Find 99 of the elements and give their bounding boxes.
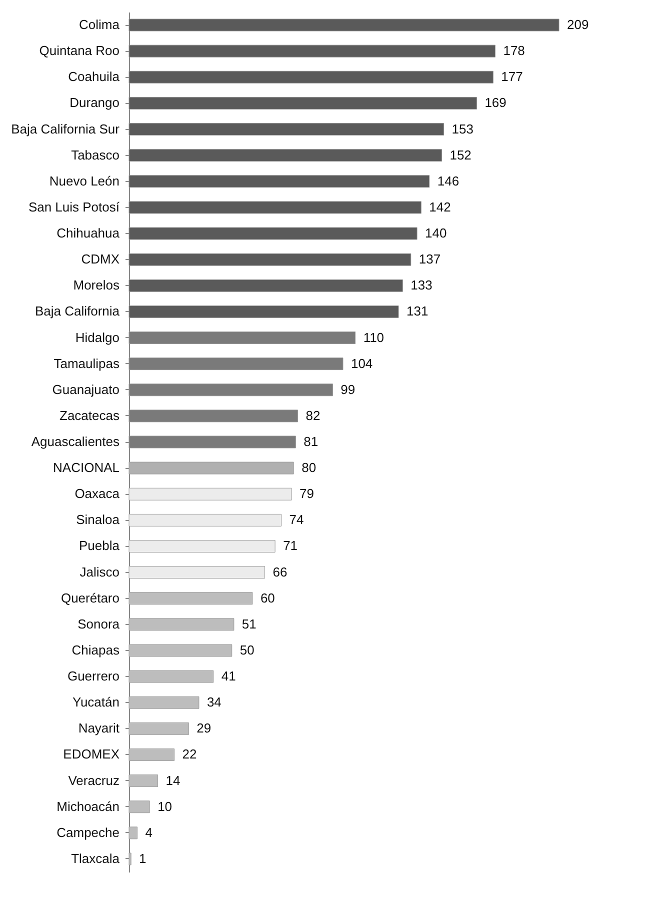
y-tick-label: Zacatecas xyxy=(60,408,120,423)
y-tick-label: CDMX xyxy=(81,252,120,267)
data-label: 140 xyxy=(425,226,447,241)
bar xyxy=(128,826,138,840)
y-tick-label: Veracruz xyxy=(68,772,120,788)
data-label: 74 xyxy=(289,512,304,528)
bar xyxy=(128,618,234,631)
data-label: 133 xyxy=(410,278,432,293)
y-tick-label: NACIONAL xyxy=(53,460,120,476)
y-tick-label: Baja California Sur xyxy=(11,121,120,136)
bar xyxy=(128,175,430,188)
y-tick-label: Guanajuato xyxy=(52,382,120,397)
bar xyxy=(128,696,200,709)
data-label: 29 xyxy=(196,720,212,736)
bar xyxy=(128,540,276,552)
data-label: 152 xyxy=(450,147,472,162)
y-tick-label: Chiapas xyxy=(72,642,120,658)
bar xyxy=(128,566,266,579)
bar xyxy=(128,774,158,788)
y-tick-label: Tamaulipas xyxy=(54,356,120,371)
bar xyxy=(128,123,444,136)
y-tick-label: Michoacán xyxy=(56,798,120,814)
y-tick-label: Oaxaca xyxy=(74,486,120,502)
data-label: 146 xyxy=(437,173,460,188)
bar xyxy=(128,462,294,474)
bar xyxy=(128,253,412,266)
bar xyxy=(128,852,132,866)
data-label: 153 xyxy=(452,121,474,136)
y-tick-label: Morelos xyxy=(73,278,120,293)
y-tick-label: Querétaro xyxy=(60,590,120,606)
bar xyxy=(128,488,292,500)
data-label: 41 xyxy=(221,668,236,684)
y-tick-label: EDOMEX xyxy=(63,746,120,762)
y-tick-label: Sinaloa xyxy=(76,512,120,528)
bar xyxy=(128,358,344,370)
y-tick-label: Quintana Roo xyxy=(39,43,120,58)
y-tick-label: Yucatán xyxy=(72,694,120,710)
data-label: 51 xyxy=(242,616,256,632)
bar xyxy=(128,436,296,448)
bar xyxy=(128,332,356,344)
bar xyxy=(128,149,442,162)
bar xyxy=(128,644,232,657)
data-label: 71 xyxy=(283,538,298,554)
data-label: 79 xyxy=(300,486,314,502)
bar xyxy=(128,592,253,605)
y-tick-label: Aguascalientes xyxy=(31,434,120,449)
data-label: 80 xyxy=(302,460,316,476)
bar xyxy=(128,279,403,292)
bar xyxy=(128,44,496,58)
y-tick-label: Tabasco xyxy=(71,147,120,162)
y-tick-label: Jalisco xyxy=(80,564,120,580)
y-tick-label: Durango xyxy=(70,95,120,110)
data-label: 50 xyxy=(240,642,254,658)
bar xyxy=(128,670,214,683)
bar xyxy=(128,201,422,214)
data-label: 60 xyxy=(260,590,275,606)
y-tick-label: Hidalgo xyxy=(75,330,120,345)
data-label: 104 xyxy=(350,356,373,371)
data-label: 10 xyxy=(158,798,172,814)
y-tick-label: Tlaxcala xyxy=(71,850,120,866)
data-label: 142 xyxy=(429,199,451,214)
y-tick-label: Sonora xyxy=(78,616,120,632)
bar xyxy=(128,18,560,32)
data-label: 4 xyxy=(145,824,152,840)
data-label: 22 xyxy=(182,746,197,762)
bar xyxy=(128,227,418,240)
data-label: 169 xyxy=(484,95,506,110)
bar xyxy=(128,514,282,526)
data-label: 209 xyxy=(567,17,589,32)
data-label: 137 xyxy=(418,252,441,267)
data-label: 99 xyxy=(340,382,356,397)
data-label: 81 xyxy=(304,434,318,449)
bar xyxy=(128,748,175,761)
y-tick-label: Chihuahua xyxy=(56,226,120,241)
data-label: 14 xyxy=(166,772,180,788)
data-label: 1 xyxy=(139,850,146,866)
bar xyxy=(128,305,399,318)
bar xyxy=(128,70,494,84)
y-tick-label: Guerrero xyxy=(67,668,120,684)
data-label: 82 xyxy=(306,408,320,423)
data-label: 178 xyxy=(503,43,525,58)
y-tick-label: Nayarit xyxy=(78,720,120,736)
data-label: 34 xyxy=(206,694,222,710)
bar xyxy=(128,800,150,814)
y-tick-label: Puebla xyxy=(79,538,120,554)
data-label: 110 xyxy=(363,330,384,345)
data-label: 177 xyxy=(501,69,523,84)
y-tick-label: San Luis Potosí xyxy=(28,199,120,214)
bar xyxy=(128,96,477,110)
y-tick-label: Campeche xyxy=(56,824,120,840)
y-tick-label: Coahuila xyxy=(68,69,120,84)
bar xyxy=(128,722,189,735)
bar xyxy=(128,384,333,396)
bar xyxy=(128,410,298,422)
data-label: 66 xyxy=(272,564,288,580)
data-label: 131 xyxy=(406,304,428,319)
y-tick-label: Baja California xyxy=(34,304,120,319)
y-tick-label: Colima xyxy=(79,17,120,32)
y-tick-label: Nuevo León xyxy=(49,173,120,188)
